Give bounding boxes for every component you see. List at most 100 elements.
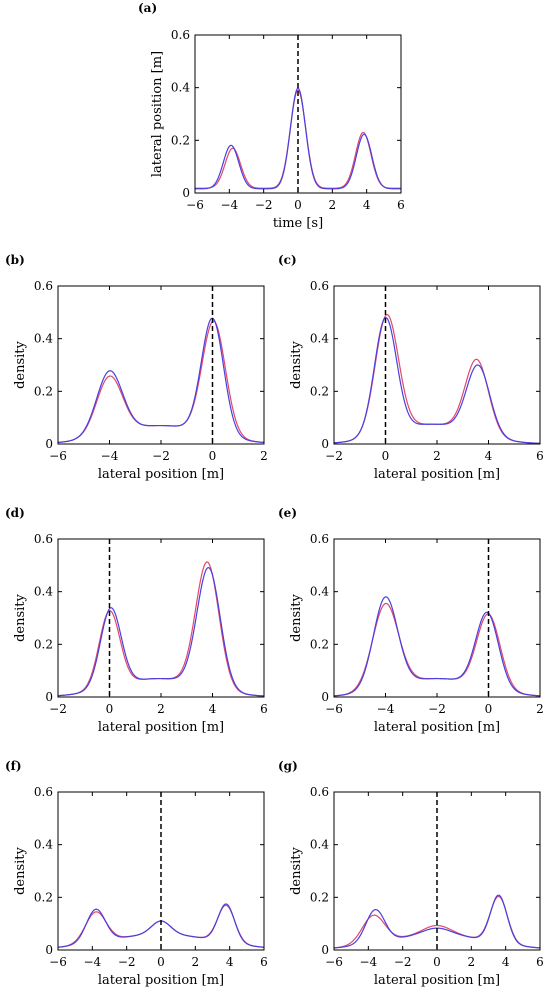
x-tick-label: −6 [49,449,67,463]
y-tick-label: 0.4 [310,838,329,852]
series-line-c-2 [334,317,540,444]
y-tick-label: 0.2 [310,890,329,904]
x-tick-label: 2 [433,449,441,463]
y-tick-label: 0.6 [34,785,53,799]
panel-label-c: (c) [278,253,297,267]
y-tick-label: 0.4 [310,332,329,346]
x-tick-label: −2 [255,198,273,212]
x-tick-label: −6 [49,955,67,969]
x-tick-label: −6 [186,198,204,212]
panel-label-b: (b) [5,253,25,267]
y-tick-label: 0.6 [310,785,329,799]
panel-label-f: (f) [5,759,22,773]
x-tick-label: −4 [101,449,119,463]
x-tick-label: −2 [49,702,67,716]
y-tick-label: 0.4 [34,585,53,599]
panel-f: (f) −6 −4 −2 0 2 4 6 0 0.2 0.4 0.6 lateral position … [5,759,268,988]
x-tick-label: −4 [359,955,377,969]
x-tick-label: −6 [325,702,343,716]
x-axis-label: lateral position [m] [98,973,224,988]
y-axis-label: density [289,846,304,894]
series-line-b-1 [58,320,264,444]
x-tick-label: 6 [397,198,405,212]
x-tick-label: 4 [363,198,371,212]
y-tick-label: 0.2 [34,384,53,398]
y-tick-label: 0.2 [310,637,329,651]
y-tick-label: 0.4 [171,81,190,95]
panel-label-e: (e) [278,506,297,520]
y-tick-label: 0 [182,186,190,200]
x-axis-label: lateral position [m] [374,467,500,482]
y-axis-label: density [13,593,28,641]
y-tick-label: 0 [45,690,53,704]
x-tick-label: 4 [502,955,510,969]
x-tick-label: 2 [329,198,337,212]
x-tick-label: −4 [220,198,238,212]
panel-b: (b) −6 −4 −2 0 2 0 0.2 0.4 0.6 lateral position [m… [5,253,268,482]
x-tick-label: 0 [106,702,114,716]
y-tick-label: 0 [45,943,53,957]
panel-label-a: (a) [138,1,157,15]
y-axis-label: lateral position [m] [150,51,165,177]
x-tick-label: 6 [536,955,544,969]
x-tick-label: 2 [192,955,200,969]
x-axis-label: time [s] [273,216,323,231]
plot-frame-a [194,34,402,194]
panel-label-g: (g) [278,759,298,773]
x-tick-label: 4 [209,702,217,716]
x-axis-label: lateral position [m] [374,973,500,988]
x-tick-label: 0 [294,198,302,212]
y-tick-label: 0.4 [34,838,53,852]
x-tick-label: 2 [157,702,165,716]
y-tick-label: 0.2 [171,133,190,147]
panel-a: (a) −6 −4 −2 0 2 4 6 0 0.2 0.4 0.6 time [s] lateral p… [138,1,405,231]
series-line-a-2 [195,87,401,190]
y-tick-label: 0.6 [171,28,190,42]
y-tick-label: 0 [321,437,329,451]
x-tick-label: 2 [260,449,268,463]
y-tick-label: 0.2 [34,890,53,904]
series-line-e-2 [334,596,540,697]
x-tick-label: 6 [536,449,544,463]
plot-frame-f [57,791,265,951]
y-tick-label: 0.4 [34,332,53,346]
x-axis-label: lateral position [m] [98,467,224,482]
y-tick-label: 0 [321,943,329,957]
x-tick-label: 2 [536,702,544,716]
panel-label-d: (d) [5,506,25,520]
x-tick-label: 4 [226,955,234,969]
x-tick-label: −2 [118,955,136,969]
x-tick-label: 0 [209,449,217,463]
x-tick-label: −4 [83,955,101,969]
x-tick-label: −2 [428,702,446,716]
y-axis-label: density [289,340,304,388]
series-line-d-1 [58,561,264,697]
x-tick-label: 0 [382,449,390,463]
y-tick-label: 0.4 [310,585,329,599]
x-tick-label: 4 [485,449,493,463]
x-tick-label: −4 [377,702,395,716]
y-axis-label: density [13,340,28,388]
y-tick-label: 0.2 [34,637,53,651]
panel-g: (g) −6 −4 −2 0 2 4 6 0 0.2 0.4 0.6 lateral position … [278,759,544,988]
x-tick-label: 0 [485,702,493,716]
x-tick-label: −2 [152,449,170,463]
x-axis-label: lateral position [m] [374,720,500,735]
x-axis-label: lateral position [m] [98,720,224,735]
x-tick-label: −6 [325,955,343,969]
x-tick-label: 0 [433,955,441,969]
y-tick-label: 0.6 [310,532,329,546]
series-line-d-2 [58,566,264,697]
y-axis-label: density [13,846,28,894]
plot-frame-e [333,538,541,698]
y-tick-label: 0 [45,437,53,451]
x-tick-label: −2 [325,449,343,463]
x-tick-label: 6 [260,702,268,716]
series-line-b-2 [58,317,264,444]
x-tick-label: −2 [394,955,412,969]
x-tick-label: 2 [468,955,476,969]
y-tick-label: 0 [321,690,329,704]
